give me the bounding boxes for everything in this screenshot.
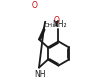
Text: NH₂: NH₂ [52,20,67,29]
Text: O: O [54,15,60,25]
Text: CH₃: CH₃ [44,23,56,28]
Text: O: O [32,1,38,10]
Text: NH: NH [34,70,45,79]
